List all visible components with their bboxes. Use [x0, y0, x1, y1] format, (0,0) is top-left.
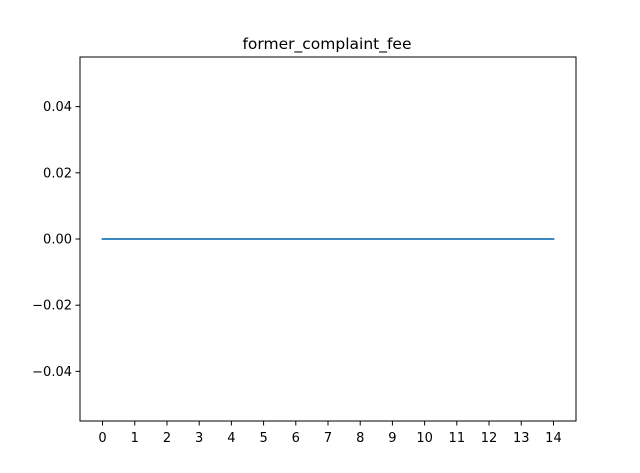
- y-tick-label: 0.00: [43, 233, 72, 248]
- y-tick-label: −0.04: [32, 365, 72, 380]
- x-tick-label: 2: [163, 431, 171, 446]
- plot-frame: [79, 56, 577, 422]
- x-tick-label: 5: [259, 431, 267, 446]
- x-tick-label: 9: [388, 431, 396, 446]
- x-tick-label: 14: [545, 431, 562, 446]
- x-tick-label: 4: [227, 431, 235, 446]
- x-tick-label: 1: [131, 431, 139, 446]
- x-tick-label: 0: [98, 431, 106, 446]
- y-tick-label: 0.04: [43, 100, 72, 115]
- x-axis: 0 1 2 3 4 5 6 7 8 9 10 11 12 13 14: [98, 421, 562, 446]
- y-axis: −0.04 −0.02 0.00 0.02 0.04: [32, 100, 80, 380]
- y-tick-label: −0.02: [32, 299, 72, 314]
- x-tick-label: 13: [513, 431, 530, 446]
- y-tick-label: 0.02: [43, 166, 72, 181]
- x-tick-label: 6: [292, 431, 300, 446]
- x-tick-label: 3: [195, 431, 203, 446]
- chart-title: former_complaint_fee: [242, 35, 411, 54]
- x-tick-label: 12: [481, 431, 498, 446]
- x-tick-label: 8: [356, 431, 364, 446]
- x-tick-label: 11: [449, 431, 466, 446]
- x-tick-label: 7: [324, 431, 332, 446]
- x-tick-label: 10: [416, 431, 433, 446]
